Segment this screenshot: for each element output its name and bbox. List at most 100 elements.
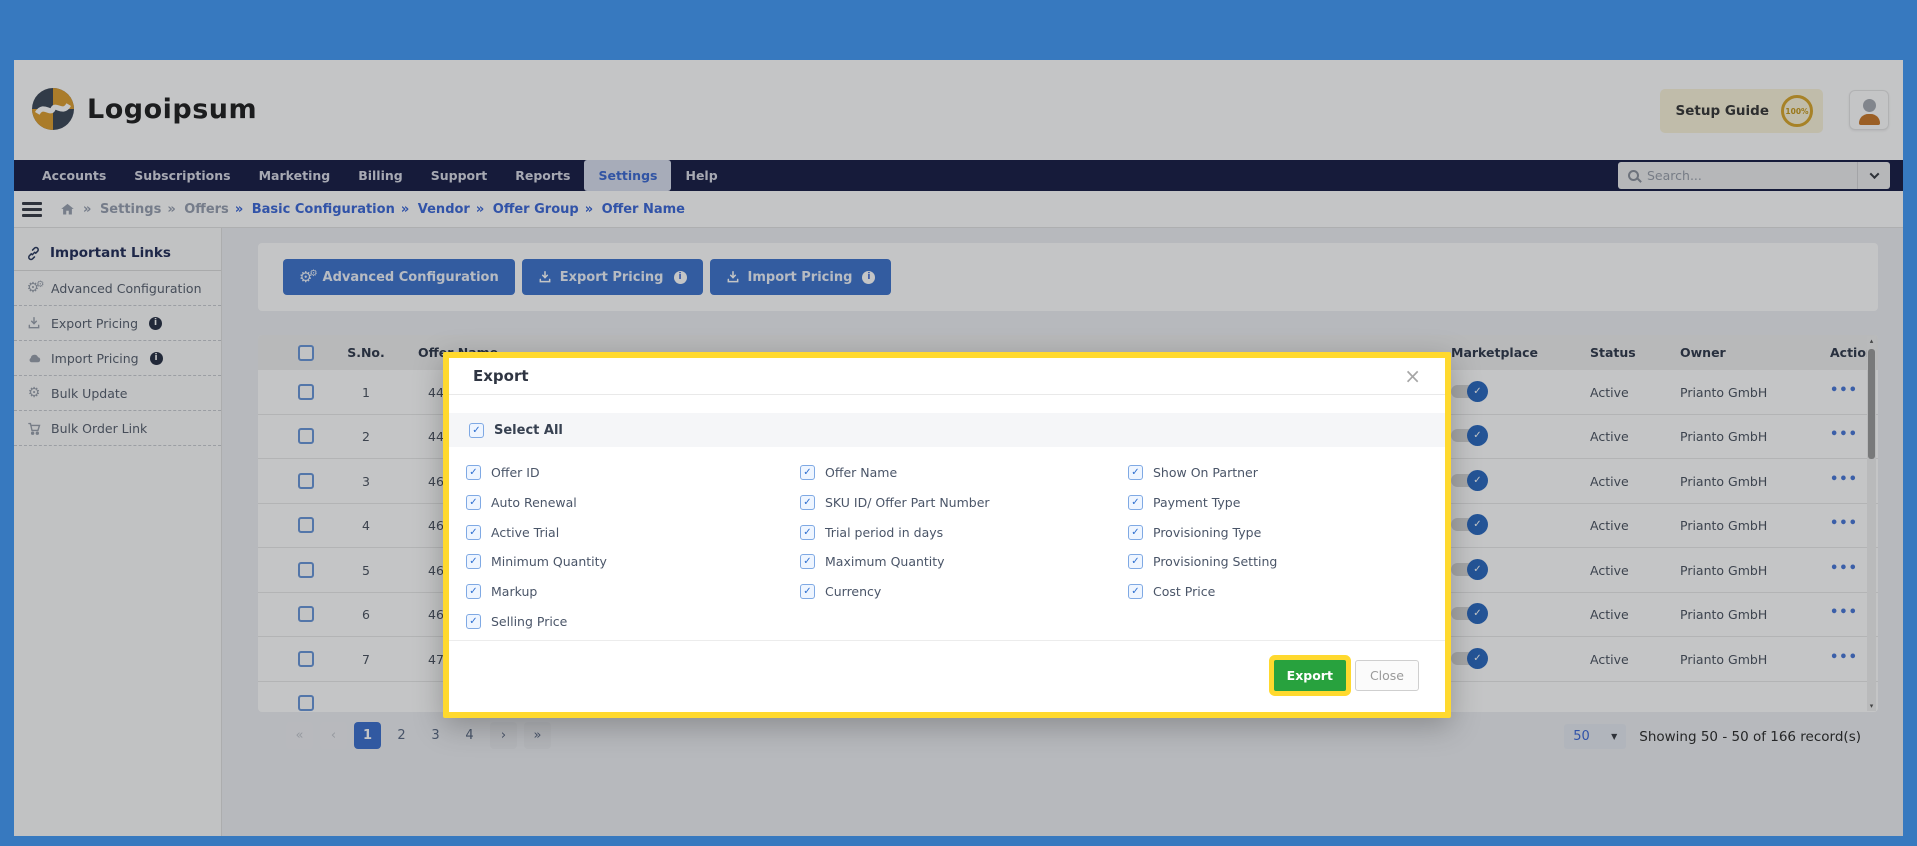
sidebar-item-advanced-configuration[interactable]: ⚙ ⚙ Advanced Configuration	[14, 271, 221, 306]
row-actions-button[interactable]: •••	[1830, 427, 1858, 443]
row-checkbox[interactable]	[298, 472, 314, 489]
checkbox-checked-icon[interactable]	[800, 584, 815, 600]
row-checkbox[interactable]	[298, 517, 314, 534]
breadcrumb-item[interactable]: Settings	[83, 202, 161, 217]
export-option[interactable]: SKU ID/ Offer Part Number	[800, 495, 1128, 511]
checkbox-checked-icon[interactable]	[466, 524, 481, 540]
close-icon[interactable]: ×	[1404, 364, 1421, 388]
marketplace-toggle[interactable]	[1451, 469, 1488, 491]
checkbox-checked-icon[interactable]	[466, 495, 481, 511]
export-option[interactable]: Provisioning Type	[1128, 524, 1445, 540]
row-actions-button[interactable]: •••	[1830, 605, 1858, 621]
export-option[interactable]: Trial period in days	[800, 524, 1128, 540]
checkbox-checked-icon[interactable]	[1128, 465, 1143, 481]
setup-guide-button[interactable]: Setup Guide 100%	[1659, 89, 1823, 133]
import-pricing-button[interactable]: Import Pricing i	[709, 259, 892, 295]
last-page-button[interactable]: »	[524, 722, 551, 749]
marketplace-toggle[interactable]	[1451, 380, 1488, 402]
user-avatar-button[interactable]	[1849, 90, 1889, 130]
export-option[interactable]: Minimum Quantity	[466, 554, 800, 570]
row-checkbox[interactable]	[298, 428, 314, 445]
row-checkbox[interactable]	[298, 561, 314, 578]
checkbox-checked-icon[interactable]	[469, 422, 484, 438]
row-checkbox[interactable]	[298, 383, 314, 400]
export-option[interactable]: Auto Renewal	[466, 495, 800, 511]
export-option[interactable]: Maximum Quantity	[800, 554, 1128, 570]
select-all-rows-checkbox[interactable]	[298, 344, 314, 361]
row-actions-button[interactable]: •••	[1830, 516, 1858, 532]
nav-item[interactable]: Help	[685, 168, 718, 183]
checkbox-checked-icon[interactable]	[800, 554, 815, 570]
row-actions-button[interactable]: •••	[1830, 649, 1858, 665]
nav-item[interactable]: Billing	[358, 168, 403, 183]
export-option[interactable]: Show On Partner	[1128, 465, 1445, 481]
page-size-select[interactable]: 50 ▼	[1564, 724, 1627, 749]
export-button[interactable]: Export	[1273, 660, 1346, 692]
checkbox-checked-icon[interactable]	[466, 613, 481, 629]
nav-item[interactable]: Support	[430, 168, 488, 183]
row-actions-button[interactable]: •••	[1830, 382, 1858, 398]
row-checkbox[interactable]	[298, 606, 314, 623]
row-checkbox[interactable]	[298, 650, 314, 667]
info-icon[interactable]: i	[149, 316, 163, 330]
export-option[interactable]: Markup	[466, 584, 800, 600]
marketplace-toggle[interactable]	[1451, 558, 1488, 580]
home-icon[interactable]	[60, 202, 75, 217]
page-button[interactable]: 4	[456, 722, 483, 749]
nav-item[interactable]: Marketing	[258, 168, 331, 183]
hamburger-menu-icon[interactable]	[22, 201, 42, 217]
marketplace-toggle[interactable]	[1451, 647, 1488, 669]
breadcrumb-item[interactable]: Vendor	[401, 202, 470, 217]
sidebar-item-import-pricing[interactable]: Import Pricing i	[14, 341, 221, 376]
export-option[interactable]: Payment Type	[1128, 495, 1445, 511]
breadcrumb-item[interactable]: Offers	[167, 202, 229, 217]
checkbox-checked-icon[interactable]	[1128, 524, 1143, 540]
checkbox-checked-icon[interactable]	[1128, 554, 1143, 570]
search-input[interactable]	[1647, 168, 1837, 183]
sidebar-item-bulk-update[interactable]: ⚙ Bulk Update	[14, 376, 221, 411]
marketplace-toggle[interactable]	[1451, 514, 1488, 536]
export-option[interactable]: Currency	[800, 584, 1128, 600]
row-actions-button[interactable]: •••	[1830, 471, 1858, 487]
export-pricing-button[interactable]: Export Pricing i	[521, 259, 703, 295]
prev-page-button[interactable]: ‹	[320, 722, 347, 749]
export-option[interactable]: Provisioning Setting	[1128, 554, 1445, 570]
nav-item[interactable]: Subscriptions	[134, 168, 231, 183]
breadcrumb-item[interactable]: Offer Name	[585, 202, 685, 217]
export-option[interactable]: Cost Price	[1128, 584, 1445, 600]
export-option[interactable]: Offer ID	[466, 465, 800, 481]
row-actions-button[interactable]: •••	[1830, 560, 1858, 576]
marketplace-toggle[interactable]	[1451, 425, 1488, 447]
checkbox-checked-icon[interactable]	[800, 495, 815, 511]
scroll-down-icon[interactable]: ▾	[1869, 702, 1874, 710]
checkbox-checked-icon[interactable]	[800, 524, 815, 540]
scroll-up-icon[interactable]: ▴	[1869, 337, 1874, 345]
info-icon[interactable]: i	[149, 351, 163, 365]
row-checkbox[interactable]	[298, 695, 314, 712]
checkbox-checked-icon[interactable]	[1128, 584, 1143, 600]
next-page-button[interactable]: ›	[490, 722, 517, 749]
nav-item[interactable]: Settings	[584, 160, 672, 191]
checkbox-checked-icon[interactable]	[466, 584, 481, 600]
checkbox-checked-icon[interactable]	[466, 465, 481, 481]
breadcrumb-item[interactable]: Basic Configuration	[235, 202, 395, 217]
export-option[interactable]: Active Trial	[466, 524, 800, 540]
page-button[interactable]: 3	[422, 722, 449, 749]
advanced-configuration-button[interactable]: ⚙⚙ Advanced Configuration	[283, 259, 515, 295]
checkbox-checked-icon[interactable]	[1128, 495, 1143, 511]
sidebar-item-export-pricing[interactable]: Export Pricing i	[14, 306, 221, 341]
sidebar-item-bulk-order-link[interactable]: Bulk Order Link	[14, 411, 221, 446]
page-button[interactable]: 1	[354, 722, 381, 749]
breadcrumb-item[interactable]: Offer Group	[476, 202, 579, 217]
checkbox-checked-icon[interactable]	[800, 465, 815, 481]
export-option[interactable]: Offer Name	[800, 465, 1128, 481]
close-button[interactable]: Close	[1354, 660, 1419, 692]
nav-item[interactable]: Accounts	[42, 168, 107, 183]
scrollbar-thumb[interactable]	[1868, 349, 1875, 459]
page-button[interactable]: 2	[388, 722, 415, 749]
table-scrollbar[interactable]: ▴ ▾	[1867, 336, 1876, 711]
checkbox-checked-icon[interactable]	[466, 554, 481, 570]
marketplace-toggle[interactable]	[1451, 603, 1488, 625]
first-page-button[interactable]: «	[286, 722, 313, 749]
export-option[interactable]: Selling Price	[466, 613, 800, 629]
